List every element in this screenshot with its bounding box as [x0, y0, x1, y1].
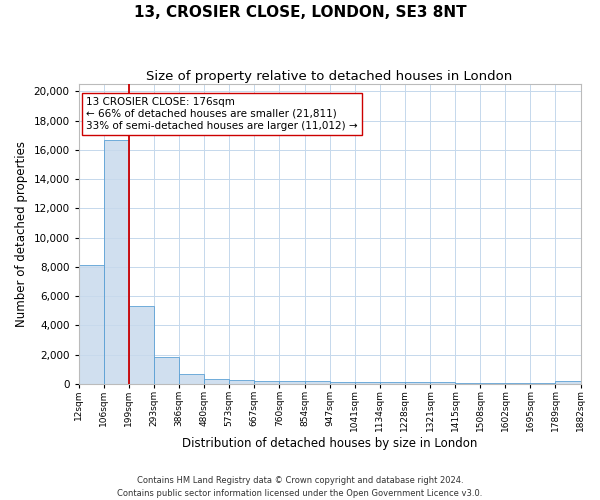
Bar [280, 381, 305, 384]
X-axis label: Distribution of detached houses by size in London: Distribution of detached houses by size … [182, 437, 477, 450]
Bar [254, 380, 280, 384]
Bar [104, 140, 129, 384]
Bar [530, 382, 556, 384]
Text: 13 CROSIER CLOSE: 176sqm
← 66% of detached houses are smaller (21,811)
33% of se: 13 CROSIER CLOSE: 176sqm ← 66% of detach… [86, 98, 358, 130]
Bar [380, 382, 405, 384]
Text: 13, CROSIER CLOSE, LONDON, SE3 8NT: 13, CROSIER CLOSE, LONDON, SE3 8NT [134, 5, 466, 20]
Bar [305, 382, 329, 384]
Bar [229, 380, 254, 384]
Y-axis label: Number of detached properties: Number of detached properties [15, 141, 28, 327]
Bar [154, 358, 179, 384]
Bar [505, 382, 530, 384]
Title: Size of property relative to detached houses in London: Size of property relative to detached ho… [146, 70, 513, 83]
Bar [405, 382, 430, 384]
Bar [79, 266, 104, 384]
Bar [204, 378, 229, 384]
Bar [179, 374, 204, 384]
Bar [355, 382, 380, 384]
Bar [129, 306, 154, 384]
Bar [430, 382, 455, 384]
Bar [556, 381, 581, 384]
Bar [329, 382, 355, 384]
Text: Contains HM Land Registry data © Crown copyright and database right 2024.
Contai: Contains HM Land Registry data © Crown c… [118, 476, 482, 498]
Bar [455, 382, 480, 384]
Bar [480, 382, 505, 384]
